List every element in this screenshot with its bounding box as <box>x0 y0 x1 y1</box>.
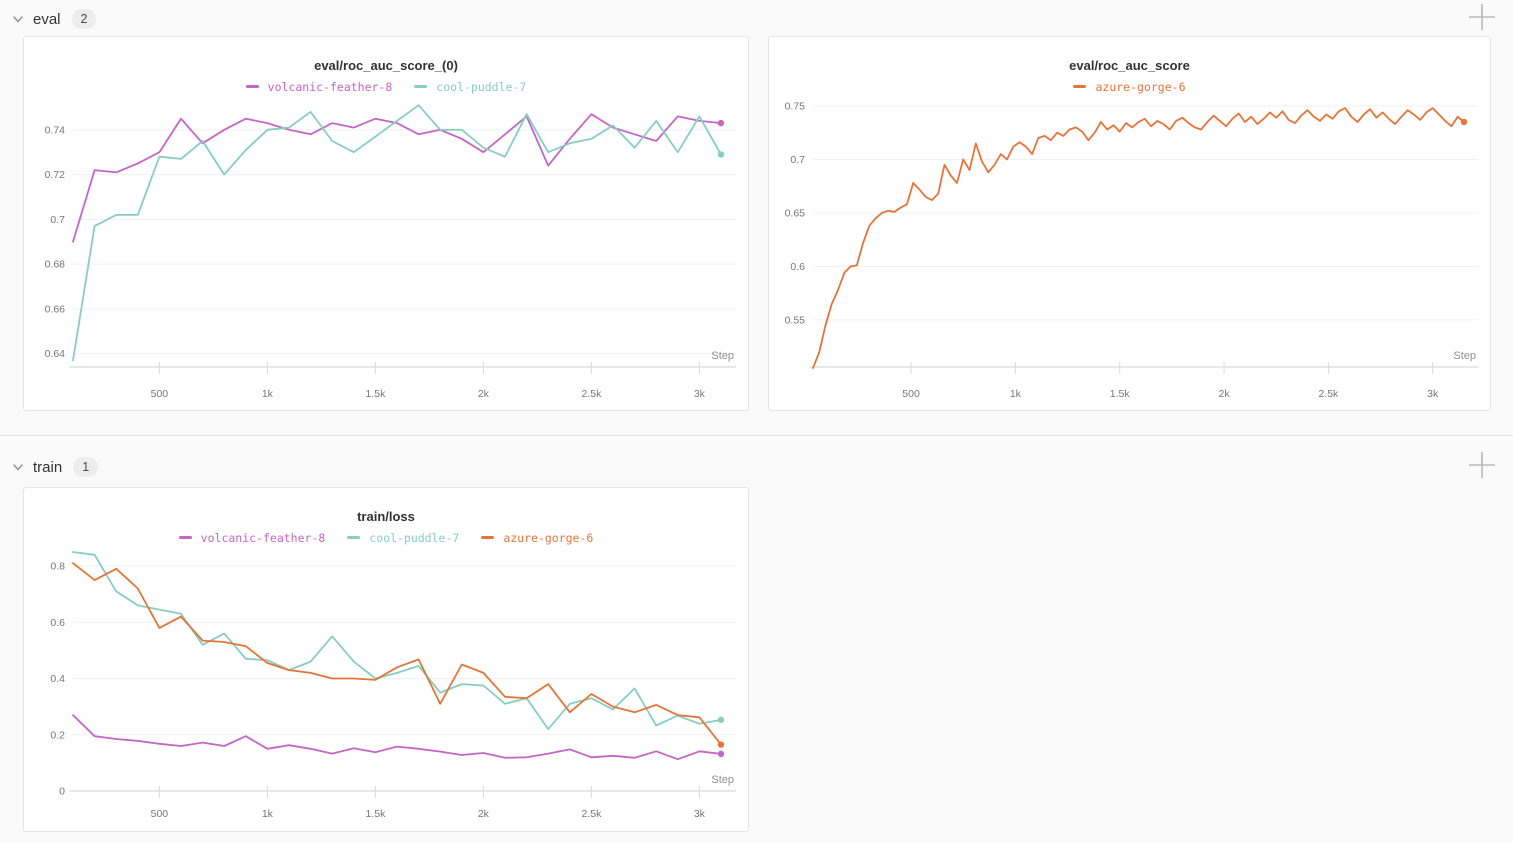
legend-dash-icon <box>347 536 361 539</box>
series-endpoint-volcanic-feather-8[interactable] <box>717 750 725 758</box>
x-tick-label: 2.5k <box>581 388 602 400</box>
y-tick-label: 0.2 <box>50 729 65 741</box>
y-tick-label: 0.66 <box>45 303 66 315</box>
add-panel-button[interactable] <box>1466 449 1498 481</box>
y-tick-label: 0.55 <box>785 314 806 326</box>
chart-title: train/loss <box>357 509 415 524</box>
legend-item-cool-puddle-7[interactable]: cool-puddle-7 <box>347 531 459 545</box>
chart-title: eval/roc_auc_score <box>1069 58 1190 73</box>
legend-dash-icon <box>1073 85 1087 88</box>
section-count-badge: 1 <box>73 456 99 478</box>
y-tick-label: 0.6 <box>50 617 65 629</box>
x-axis-label: Step <box>711 774 734 786</box>
legend-label: azure-gorge-6 <box>1095 80 1186 94</box>
legend-label: volcanic-feather-8 <box>267 80 393 94</box>
y-tick-label: 0 <box>59 786 65 798</box>
chart-eval-roc-auc-score-0[interactable]: 0.64 0.66 0.68 0.7 0.72 0.74 500 1k 1.5k 2k 2.5k 3k… <box>24 37 748 410</box>
section-count-badge: 2 <box>71 8 97 30</box>
legend-dash-icon <box>245 85 259 88</box>
section-header-train: train 1 <box>0 448 1513 480</box>
plus-icon <box>1469 452 1495 478</box>
series-endpoint-azure-gorge-6[interactable] <box>717 741 725 748</box>
y-tick-label: 0.7 <box>790 154 805 166</box>
x-tick-label: 500 <box>902 388 920 400</box>
legend-item-volcanic-feather-8[interactable]: volcanic-feather-8 <box>245 80 393 94</box>
y-tick-label: 0.8 <box>50 561 65 573</box>
section-train: train 1 0 0.2 0.4 0.6 0.8 500 1k 1.5k 2k 2.5k 3k St… <box>0 448 1513 832</box>
panel-train-loss[interactable]: 0 0.2 0.4 0.6 0.8 500 1k 1.5k 2k 2.5k 3k Step train… <box>23 487 749 832</box>
series-line-volcanic-feather-8[interactable] <box>72 113 722 243</box>
chart-legend: volcanic-feather-8 cool-puddle-7 <box>24 80 748 94</box>
series-endpoint-azure-gorge-6[interactable] <box>1460 118 1468 126</box>
series-line-cool-puddle-7[interactable] <box>72 551 722 731</box>
panel-eval-roc-auc-score-0[interactable]: 0.64 0.66 0.68 0.7 0.72 0.74 500 1k 1.5k 2k 2.5k 3k… <box>23 36 749 411</box>
x-tick-label: 500 <box>151 808 169 820</box>
add-panel-button[interactable] <box>1466 1 1498 33</box>
x-tick-label: 2.5k <box>581 808 602 820</box>
legend-label: cool-puddle-7 <box>436 80 527 94</box>
x-tick-label: 500 <box>151 388 169 400</box>
x-tick-label: 2k <box>478 808 490 820</box>
x-tick-label: 1.5k <box>1110 388 1131 400</box>
x-tick-label: 1k <box>262 808 274 820</box>
legend-dash-icon <box>178 536 192 539</box>
x-tick-label: 3k <box>694 388 706 400</box>
chart-title: eval/roc_auc_score_(0) <box>314 58 458 73</box>
x-tick-label: 1.5k <box>365 808 386 820</box>
x-tick-label: 2.5k <box>1318 388 1339 400</box>
series-line-cool-puddle-7[interactable] <box>72 104 722 362</box>
eval-panels-row: 0.64 0.66 0.68 0.7 0.72 0.74 500 1k 1.5k 2k 2.5k 3k… <box>0 36 1513 411</box>
y-tick-label: 0.65 <box>785 207 806 219</box>
series-endpoint-cool-puddle-7[interactable] <box>717 151 725 158</box>
legend-dash-icon <box>481 536 495 539</box>
chevron-down-icon[interactable] <box>10 11 26 27</box>
x-tick-label: 2k <box>1219 388 1231 400</box>
series-endpoint-volcanic-feather-8[interactable] <box>717 119 725 127</box>
legend-dash-icon <box>414 85 428 88</box>
legend-label: volcanic-feather-8 <box>200 531 326 545</box>
y-tick-label: 0.64 <box>45 348 66 360</box>
series-line-volcanic-feather-8[interactable] <box>72 714 722 761</box>
chart-eval-roc-auc-score[interactable]: 0.55 0.6 0.65 0.7 0.75 500 1k 1.5k 2k 2.5k 3k Step <box>769 37 1490 410</box>
y-tick-label: 0.68 <box>45 259 66 271</box>
panel-eval-roc-auc-score[interactable]: 0.55 0.6 0.65 0.7 0.75 500 1k 1.5k 2k 2.5k 3k Step … <box>768 36 1491 411</box>
section-title-eval: eval <box>33 10 61 28</box>
chart-train-loss[interactable]: 0 0.2 0.4 0.6 0.8 500 1k 1.5k 2k 2.5k 3k Step <box>24 488 748 831</box>
series-line-azure-gorge-6[interactable] <box>812 107 1465 370</box>
series-endpoint-cool-puddle-7[interactable] <box>717 716 725 724</box>
legend-item-volcanic-feather-8[interactable]: volcanic-feather-8 <box>178 531 326 545</box>
legend-label: cool-puddle-7 <box>369 531 460 545</box>
legend-label: azure-gorge-6 <box>503 531 594 545</box>
legend-item-azure-gorge-6[interactable]: azure-gorge-6 <box>481 531 593 545</box>
x-axis-label: Step <box>711 350 734 362</box>
x-tick-label: 1.5k <box>365 388 386 400</box>
series-line-azure-gorge-6[interactable] <box>72 562 722 746</box>
legend-item-azure-gorge-6[interactable]: azure-gorge-6 <box>1073 80 1186 94</box>
y-tick-label: 0.75 <box>785 100 806 112</box>
train-panels-row: 0 0.2 0.4 0.6 0.8 500 1k 1.5k 2k 2.5k 3k Step train… <box>0 487 1513 832</box>
plus-icon <box>1469 4 1495 30</box>
section-title-train: train <box>33 458 63 476</box>
x-tick-label: 3k <box>1427 388 1439 400</box>
y-tick-label: 0.7 <box>50 214 65 226</box>
y-tick-label: 0.72 <box>45 169 66 181</box>
x-axis-label: Step <box>1453 350 1476 362</box>
section-header-eval: eval 2 <box>0 0 1513 32</box>
legend-item-cool-puddle-7[interactable]: cool-puddle-7 <box>414 80 526 94</box>
x-tick-label: 1k <box>1010 388 1022 400</box>
x-tick-label: 2k <box>478 388 490 400</box>
x-tick-label: 3k <box>694 808 706 820</box>
chevron-down-icon[interactable] <box>10 459 26 475</box>
chart-legend: azure-gorge-6 <box>769 80 1490 94</box>
chart-legend: volcanic-feather-8 cool-puddle-7 azure-gor… <box>24 531 748 545</box>
section-divider <box>0 435 1513 436</box>
y-tick-label: 0.74 <box>45 124 66 136</box>
x-tick-label: 1k <box>262 388 274 400</box>
y-tick-label: 0.6 <box>790 261 805 273</box>
y-tick-label: 0.4 <box>50 673 65 685</box>
section-eval: eval 2 0.64 0.66 0.68 0.7 0.72 0.74 500 1k 1.5k 2… <box>0 0 1513 411</box>
